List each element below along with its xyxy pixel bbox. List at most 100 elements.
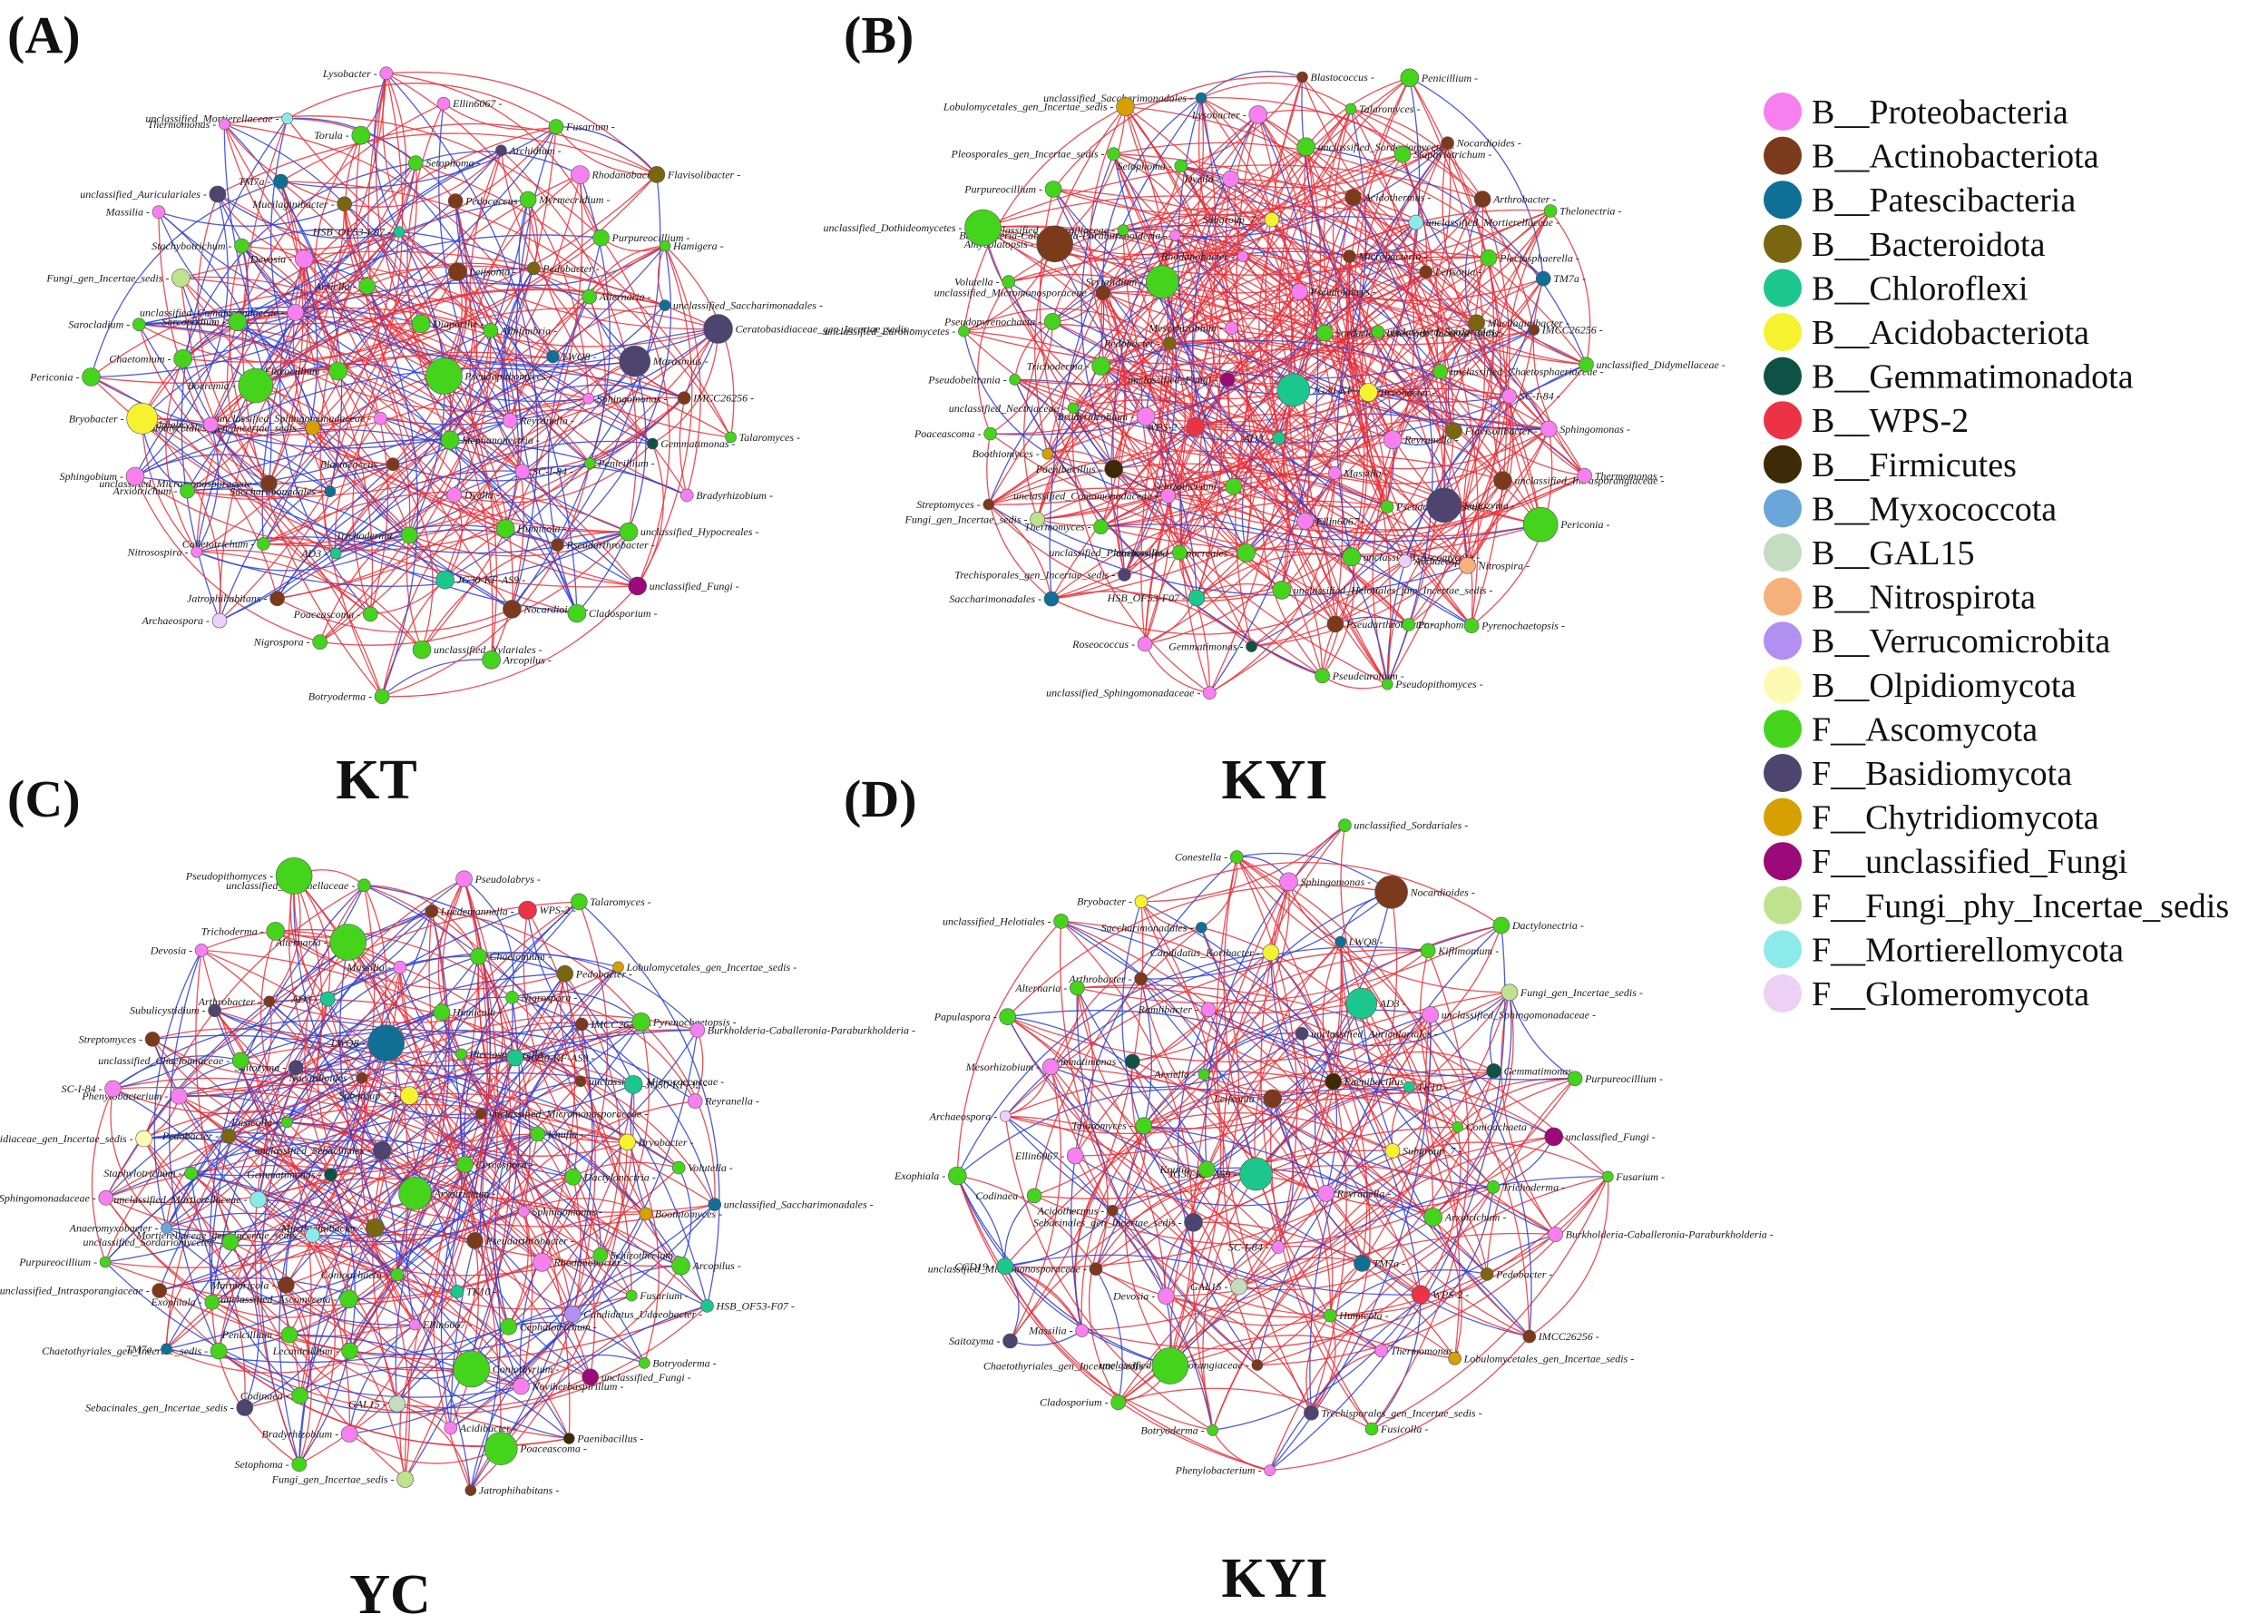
network-edge	[521, 1265, 682, 1387]
network-edge	[1198, 97, 1295, 391]
network-edge	[1052, 189, 1388, 508]
network-edge	[134, 475, 320, 643]
network-edge	[1196, 583, 1283, 599]
network-panel-b: JG30-KF-AS9 -unclassified_Fungi -Sordari…	[824, 5, 1725, 811]
network-edge	[241, 126, 557, 250]
panel-letter-d: (D)	[844, 769, 917, 828]
network-edge	[1047, 256, 1490, 455]
network-node	[484, 1432, 518, 1465]
network-edge	[360, 1042, 415, 1326]
network-edge	[1124, 106, 1477, 324]
network-edge	[214, 1010, 591, 1377]
node-label: Jatrophihabitans -	[479, 1484, 560, 1497]
network-edge	[277, 598, 513, 633]
node-label: unclassified_Micromonosporaceae -	[489, 1108, 648, 1120]
network-edge	[1254, 941, 1342, 1175]
network-edge	[464, 1021, 641, 1165]
network-node	[571, 165, 590, 184]
node-label: Nitrospira -	[1478, 559, 1530, 572]
network-node	[646, 437, 659, 450]
network-edge	[152, 1038, 387, 1077]
network-node	[1383, 430, 1403, 449]
node-label: Trichoderma -	[1502, 1180, 1565, 1193]
network-edge	[1100, 339, 1586, 476]
network-edge	[1409, 77, 1544, 279]
network-edge	[977, 281, 1010, 435]
node-label: Fusicolla -	[230, 1116, 279, 1129]
legend-swatch	[1764, 797, 1802, 836]
network-edge	[421, 174, 583, 651]
node-label: Blastococcus -	[320, 458, 384, 471]
network-edge	[1112, 113, 1259, 469]
network-node	[1402, 618, 1415, 631]
node-label: unclassified_Mortierellaceae -	[113, 1193, 247, 1206]
node-label: Subgroup_7 -	[1203, 213, 1262, 226]
network-node	[556, 965, 574, 983]
network-edge	[500, 1023, 593, 1449]
network-edge	[349, 911, 450, 1352]
network-edge	[1047, 426, 1197, 465]
network-node	[631, 1013, 651, 1032]
network-node	[1492, 916, 1510, 934]
node-label: unclassified_Xylariales -	[434, 643, 543, 656]
network-node	[1246, 641, 1257, 652]
network-edge	[1072, 368, 1228, 409]
network-edge	[557, 245, 672, 546]
network-node	[388, 1395, 406, 1413]
network-node	[329, 547, 342, 560]
node-label: Ellin6067 -	[1315, 515, 1365, 528]
node-label: Ellin6067 -	[422, 1318, 472, 1331]
node-label: Jatrophihabitans -	[187, 592, 268, 605]
network-node	[1501, 983, 1519, 1002]
network-edge	[217, 193, 305, 260]
network-node	[220, 1128, 237, 1144]
network-edge	[1509, 992, 1576, 1080]
network-edge	[166, 1324, 415, 1374]
network-edge	[956, 1088, 1273, 1177]
network-node	[236, 1399, 254, 1416]
network-edge	[139, 311, 511, 421]
node-label: Massilia -	[1028, 1325, 1072, 1337]
network-edge	[293, 875, 409, 1276]
network-node	[1136, 406, 1156, 426]
node-label: Arthrobacter -	[198, 995, 261, 1008]
network-edge	[211, 1133, 539, 1303]
network-edge	[1100, 146, 1306, 367]
network-node	[518, 900, 537, 920]
network-edge	[1037, 518, 1180, 555]
node-label: HSB_OF53-F07 -	[312, 226, 391, 239]
network-node	[132, 318, 146, 332]
node-label: Pseudolabrys -	[1309, 286, 1375, 298]
node-label: Fungi_gen_Incertae_sedis -	[904, 513, 1028, 525]
network-node	[1264, 1464, 1276, 1476]
network-edge	[258, 1198, 398, 1404]
network-edge	[541, 901, 609, 1263]
node-label: Burkholderia-Caballeronia-Paraburkholder…	[708, 1023, 915, 1036]
network-edge	[396, 1305, 708, 1409]
network-edge	[298, 1235, 336, 1465]
node-label: Arxotrichum -	[434, 1187, 496, 1199]
network-edge	[352, 323, 422, 615]
node-label: unclassified_Comamonadaceae -	[140, 307, 285, 319]
node-label: Humicola -	[1338, 1309, 1388, 1322]
node-label: Pyrenochaetopsis -	[652, 1015, 737, 1028]
node-label: unclassified_Dothideomycetes -	[824, 221, 963, 234]
network-node	[273, 173, 288, 190]
network-node	[312, 634, 328, 650]
node-label: Bradyrhizobium -	[261, 1428, 338, 1441]
legend-swatch	[1764, 754, 1802, 792]
node-label: Noviherbaspirillum -	[531, 1380, 623, 1393]
network-node	[1272, 431, 1286, 445]
network-node	[1089, 1262, 1103, 1276]
node-label: Massilia -	[347, 961, 391, 973]
node-label: unclassified_Auriculariales -	[1311, 1027, 1438, 1040]
node-label: Saitozyma -	[949, 1335, 1000, 1347]
network-edge	[153, 950, 202, 1228]
network-edge	[1256, 1176, 1608, 1366]
network-node	[1002, 275, 1015, 289]
network-edge	[277, 328, 719, 600]
network-edge	[165, 973, 565, 1228]
legend-label: F__Ascomycota	[1812, 710, 2038, 748]
network-edge	[1076, 987, 1363, 1264]
network-edge	[1095, 1173, 1256, 1270]
